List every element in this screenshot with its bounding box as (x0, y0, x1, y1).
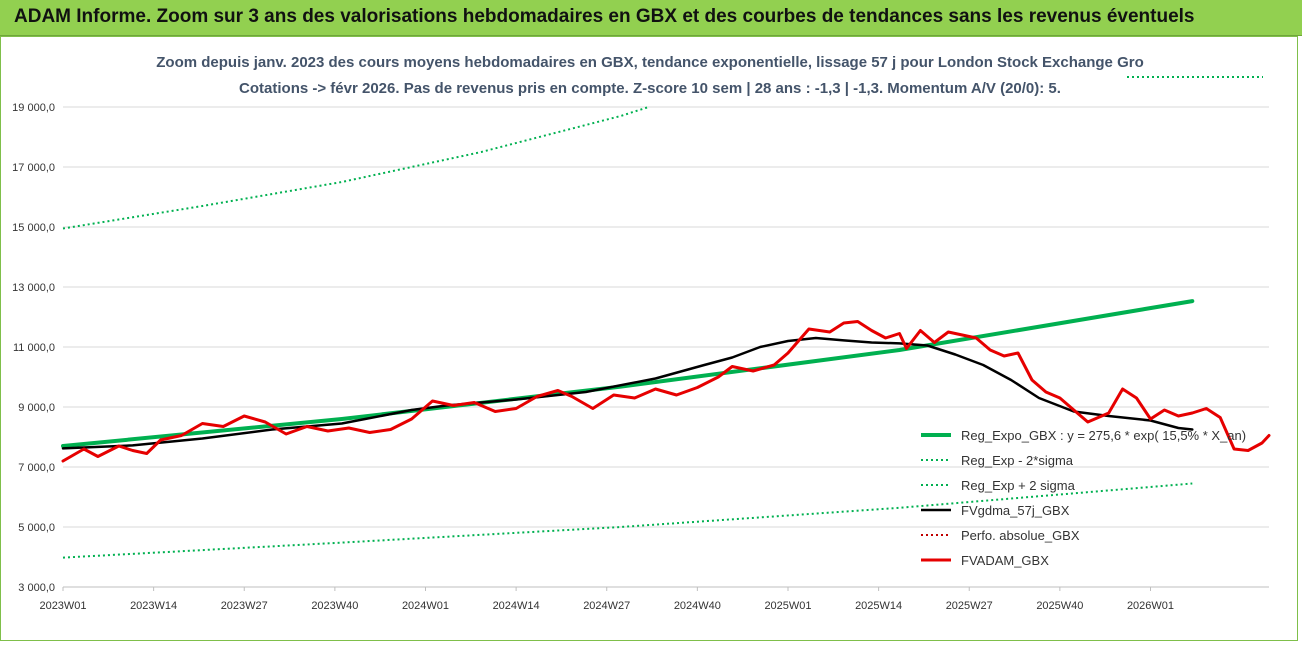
chart-title: Zoom depuis janv. 2023 des cours moyens … (156, 54, 1144, 71)
y-tick-label: 15 000,0 (12, 222, 55, 234)
x-tick-label: 2023W27 (221, 600, 268, 612)
x-tick-label: 2024W14 (493, 600, 540, 612)
banner-title: ADAM Informe. Zoom sur 3 ans des valoris… (14, 6, 1195, 27)
x-tick-label: 2026W01 (1127, 600, 1174, 612)
series-line-1 (62, 482, 1193, 559)
x-tick-label: 2024W01 (402, 600, 449, 612)
legend-label-1: Reg_Exp - 2*sigma (961, 453, 1074, 468)
y-tick-label: 7 000,0 (18, 462, 55, 474)
chart-svg: 3 000,0 5 000,0 7 000,0 9 000,0 11 000,0 13 0… (12, 76, 1271, 612)
x-tick-label: 2025W01 (764, 600, 811, 612)
x-tick-label: 2024W27 (583, 600, 630, 612)
series-line-0 (61, 299, 1195, 448)
x-tick-label: 2025W27 (946, 600, 993, 612)
x-tick-label: 2023W40 (311, 600, 358, 612)
header-banner: ADAM Informe. Zoom sur 3 ans des valoris… (0, 0, 1302, 36)
chart-subtitle: Cotations -> févr 2026. Pas de revenus p… (239, 80, 1061, 97)
y-tick-label: 9 000,0 (18, 402, 55, 414)
y-tick-label: 5 000,0 (18, 522, 55, 534)
x-tick-label: 2023W01 (39, 600, 86, 612)
series-line-3 (61, 336, 1194, 450)
y-tick-label: 11 000,0 (13, 342, 55, 354)
x-tick-label: 2023W14 (130, 600, 177, 612)
legend-label-4: Perfo. absolue_GBX (961, 528, 1080, 543)
y-tick-label: 17 000,0 (12, 162, 55, 174)
y-tick-label: 13 000,0 (12, 282, 55, 294)
y-tick-label: 19 000,0 (12, 102, 55, 114)
x-tick-label: 2025W40 (1036, 600, 1083, 612)
y-tick-label: 3 000,0 (18, 582, 55, 594)
series-line-5 (61, 320, 1271, 463)
legend-label-3: FVgdma_57j_GBX (961, 503, 1070, 518)
x-tick-label: 2025W14 (855, 600, 902, 612)
x-tick-label: 2024W40 (674, 600, 721, 612)
legend-label-2: Reg_Exp + 2 sigma (961, 478, 1076, 493)
legend-label-5: FVADAM_GBX (961, 553, 1049, 568)
legend-label-0: Reg_Expo_GBX : y = 275,6 * exp( 15,5% * … (961, 428, 1246, 443)
series-line-2 (62, 106, 649, 230)
chart-area: Zoom depuis janv. 2023 des cours moyens … (0, 36, 1298, 641)
